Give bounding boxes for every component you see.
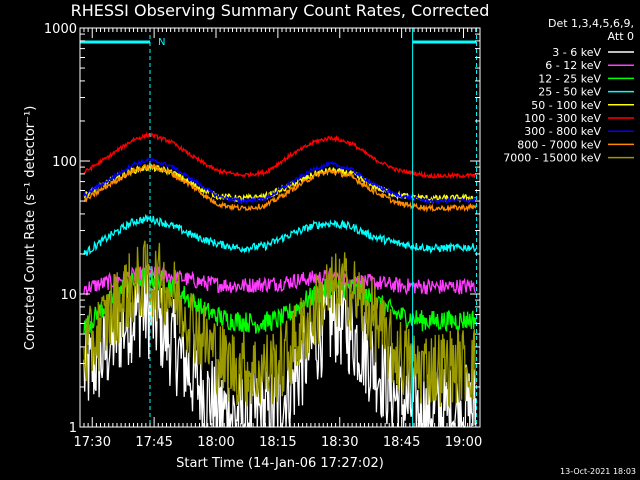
x-tick-label: 19:00 [445,435,482,450]
series-line-3 [83,213,477,256]
y-tick-label: 10 [60,288,77,303]
legend-label-7: 800 - 7000 keV [517,138,601,151]
axes: 1 10 100 1000 17:30 17:45 18:00 18:15 18:30 18:45… [44,22,482,450]
series-line-8 [83,240,477,410]
legend-label-6: 300 - 800 keV [524,125,601,138]
legend-label-2: 12 - 25 keV [538,72,601,85]
series-line-7 [83,162,477,213]
y-tick-label: 1 [69,421,77,436]
chart-title: RHESSI Observing Summary Count Rates, Co… [71,1,490,20]
plot-frame [79,27,481,428]
legend-label-3: 25 - 50 keV [538,86,601,99]
y-axis-label: Corrected Count Rate (s⁻¹ detector⁻¹) [23,106,38,351]
y-tick-label: 1000 [44,22,77,37]
x-tick-label: 18:30 [321,435,358,450]
x-tick-label: 17:30 [74,435,111,450]
x-tick-label: 18:45 [383,435,420,450]
legend-header-line-2: Att 0 [608,30,634,43]
footer-date: 13-Oct-2021 18:03 [560,467,636,476]
x-axis-label: Start Time (14-Jan-06 17:27:02) [176,456,384,471]
legend-label-0: 3 - 6 keV [552,46,601,59]
legend-header: Det 1,3,4,5,6,9, Att 0 [548,17,634,43]
legend-label-4: 50 - 100 keV [531,99,601,112]
y-tick-label: 100 [52,155,77,170]
series-line-5 [83,131,476,180]
series-layer [83,131,477,428]
legend-header-line-1: Det 1,3,4,5,6,9, [548,17,634,30]
marker-label: N [158,37,165,48]
legend-label-5: 100 - 300 keV [524,112,601,125]
series-line-6 [83,157,477,205]
x-tick-label: 17:45 [135,435,172,450]
x-tick-label: 18:15 [259,435,296,450]
x-tick-label: 18:00 [197,435,234,450]
legend-label-1: 6 - 12 keV [545,59,601,72]
legend-label-8: 7000 - 15000 keV [503,152,601,165]
